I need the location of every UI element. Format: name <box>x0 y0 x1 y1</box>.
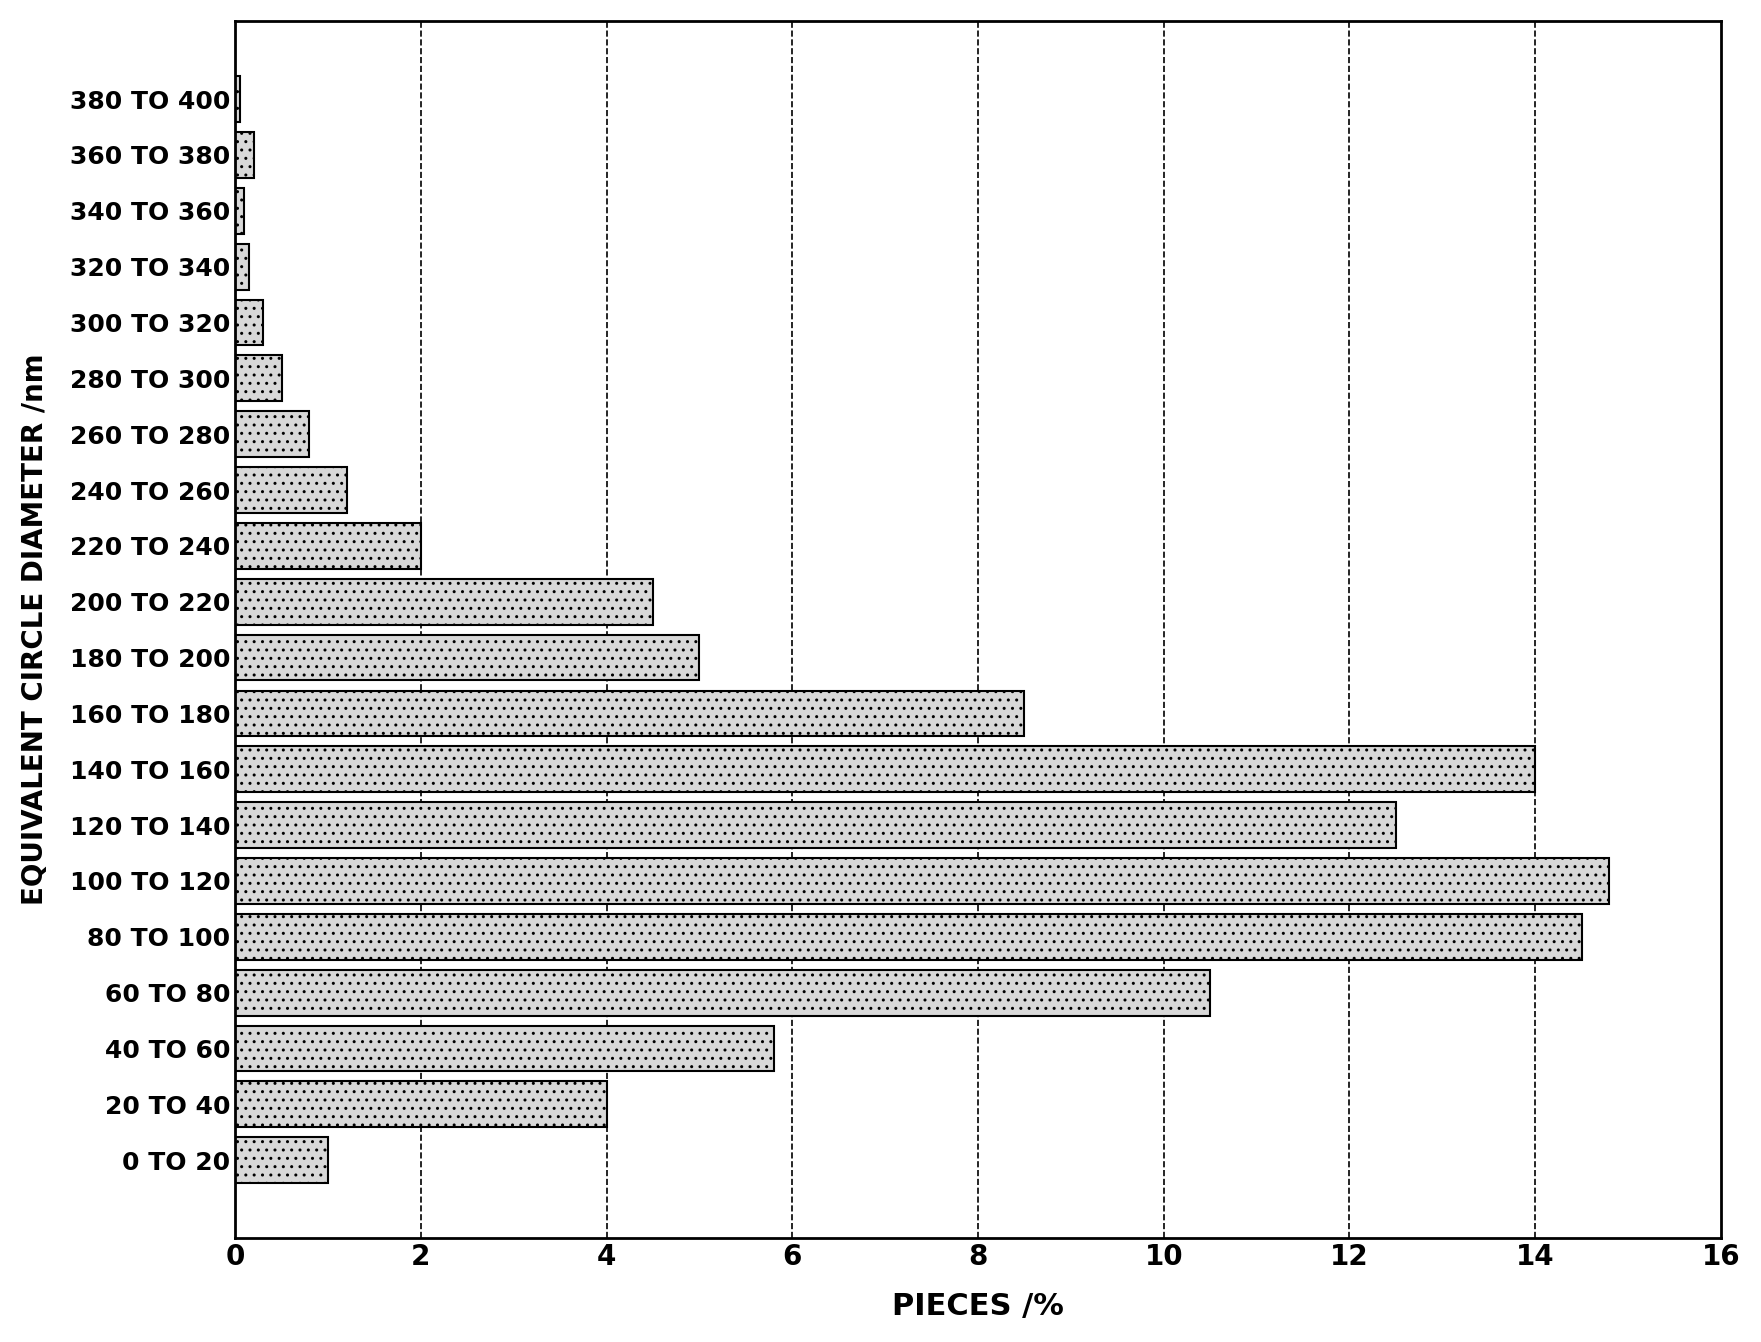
Bar <box>236 356 282 401</box>
Bar <box>236 76 239 122</box>
Bar <box>236 1082 606 1127</box>
Bar <box>236 858 1610 905</box>
Y-axis label: EQUIVALENT CIRCLE DIAMETER /nm: EQUIVALENT CIRCLE DIAMETER /nm <box>21 354 49 906</box>
Bar <box>236 691 1025 737</box>
Bar <box>236 635 699 680</box>
Bar <box>236 1137 328 1184</box>
Bar <box>236 970 1210 1016</box>
Bar <box>236 746 1536 792</box>
Bar <box>236 578 653 624</box>
Bar <box>236 803 1396 848</box>
Bar <box>236 523 421 569</box>
Bar <box>236 411 310 458</box>
X-axis label: PIECES /%: PIECES /% <box>893 1292 1064 1321</box>
Bar <box>236 914 1581 960</box>
Bar <box>236 467 347 513</box>
Bar <box>236 299 262 345</box>
Bar <box>236 244 248 290</box>
Bar <box>236 1025 773 1071</box>
Bar <box>236 188 245 234</box>
Bar <box>236 132 254 178</box>
